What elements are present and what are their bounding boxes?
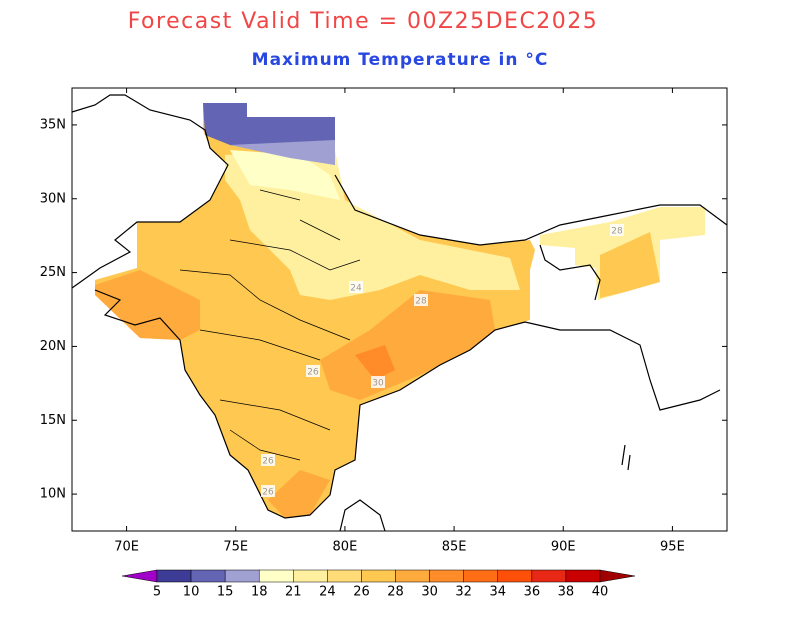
colorbar-box	[361, 569, 396, 583]
colorbar-label: 30	[421, 585, 438, 600]
subtitle: Maximum Temperature in °C	[252, 50, 549, 70]
colorbar-box	[156, 569, 192, 583]
colorbar-label: 18	[251, 585, 268, 600]
title: Forecast Valid Time = 00Z25DEC2025	[128, 9, 599, 34]
colorbar-label: 15	[217, 585, 234, 600]
colorbar-label: 40	[592, 585, 609, 600]
colorbar-label: 10	[183, 585, 200, 600]
field-east	[320, 290, 495, 400]
x-tick-label: 85E	[442, 540, 467, 555]
x-tick-label: 90E	[551, 540, 576, 555]
field-north-pale	[230, 150, 340, 200]
contour-label: 28	[611, 227, 623, 237]
border	[334, 174, 728, 246]
colorbar-box	[327, 569, 362, 583]
x-tick-label: 75E	[223, 540, 248, 555]
colorbar-label: 24	[319, 585, 336, 600]
colorbar-triangle	[599, 569, 636, 583]
colorbar-label: 34	[489, 585, 506, 600]
border	[94, 289, 526, 519]
contour-label: 24	[350, 284, 362, 294]
colorbar-label: 28	[387, 585, 404, 600]
colorbar-box	[293, 569, 328, 583]
border	[621, 444, 631, 471]
colorbar-box	[531, 569, 567, 583]
field-ne-warm	[600, 232, 660, 298]
colorbar-box	[258, 569, 294, 583]
y-tick-label: 25N	[40, 265, 66, 280]
contour-label: 28	[415, 297, 427, 307]
colorbar-box	[463, 569, 499, 583]
border	[524, 321, 721, 411]
colorbar-label: 38	[558, 585, 575, 600]
colorbar-label: 5	[153, 585, 161, 600]
contour-label-box	[371, 376, 385, 388]
field-kashmir-light	[230, 140, 335, 165]
colorbar-box	[224, 569, 260, 583]
colorbar-triangle	[121, 569, 158, 583]
contour-label-box	[414, 294, 428, 306]
contour-label-box	[261, 454, 275, 466]
border	[539, 244, 601, 301]
border	[71, 94, 229, 289]
colorbar-box	[190, 569, 226, 583]
y-tick-label: 15N	[40, 413, 66, 428]
contour-label: 26	[262, 488, 274, 498]
colorbar-box	[429, 569, 464, 583]
contour-label: 26	[262, 457, 274, 467]
colorbar-box	[565, 569, 601, 583]
contour-label-box	[610, 224, 624, 236]
map-frame	[71, 87, 728, 532]
contour-label-box	[306, 365, 320, 377]
state-lines	[179, 189, 361, 461]
field-west	[95, 270, 200, 340]
y-tick-label: 35N	[40, 117, 66, 132]
y-tick-label: 10N	[40, 487, 66, 502]
borders	[71, 94, 728, 532]
x-tick-label: 80E	[333, 540, 358, 555]
x-tick-label: 70E	[114, 540, 139, 555]
x-tick-label: 95E	[660, 540, 685, 555]
field-hot	[355, 345, 395, 380]
contour-label-box	[261, 485, 275, 497]
contour-label-box	[349, 281, 363, 293]
temperature-field	[95, 103, 705, 518]
field-south	[268, 470, 330, 518]
colorbar-label: 36	[524, 585, 541, 600]
y-tick-label: 30N	[40, 191, 66, 206]
contour-label: 30	[372, 379, 384, 389]
colorbar-label: 32	[455, 585, 472, 600]
border	[339, 499, 386, 532]
y-tick-label: 20N	[40, 339, 66, 354]
colorbar-label: 26	[353, 585, 370, 600]
colorbar-box	[497, 569, 533, 583]
field-base	[95, 103, 535, 518]
colorbar-box	[395, 569, 430, 583]
contour-label: 26	[307, 368, 319, 378]
colorbar-label: 21	[285, 585, 302, 600]
